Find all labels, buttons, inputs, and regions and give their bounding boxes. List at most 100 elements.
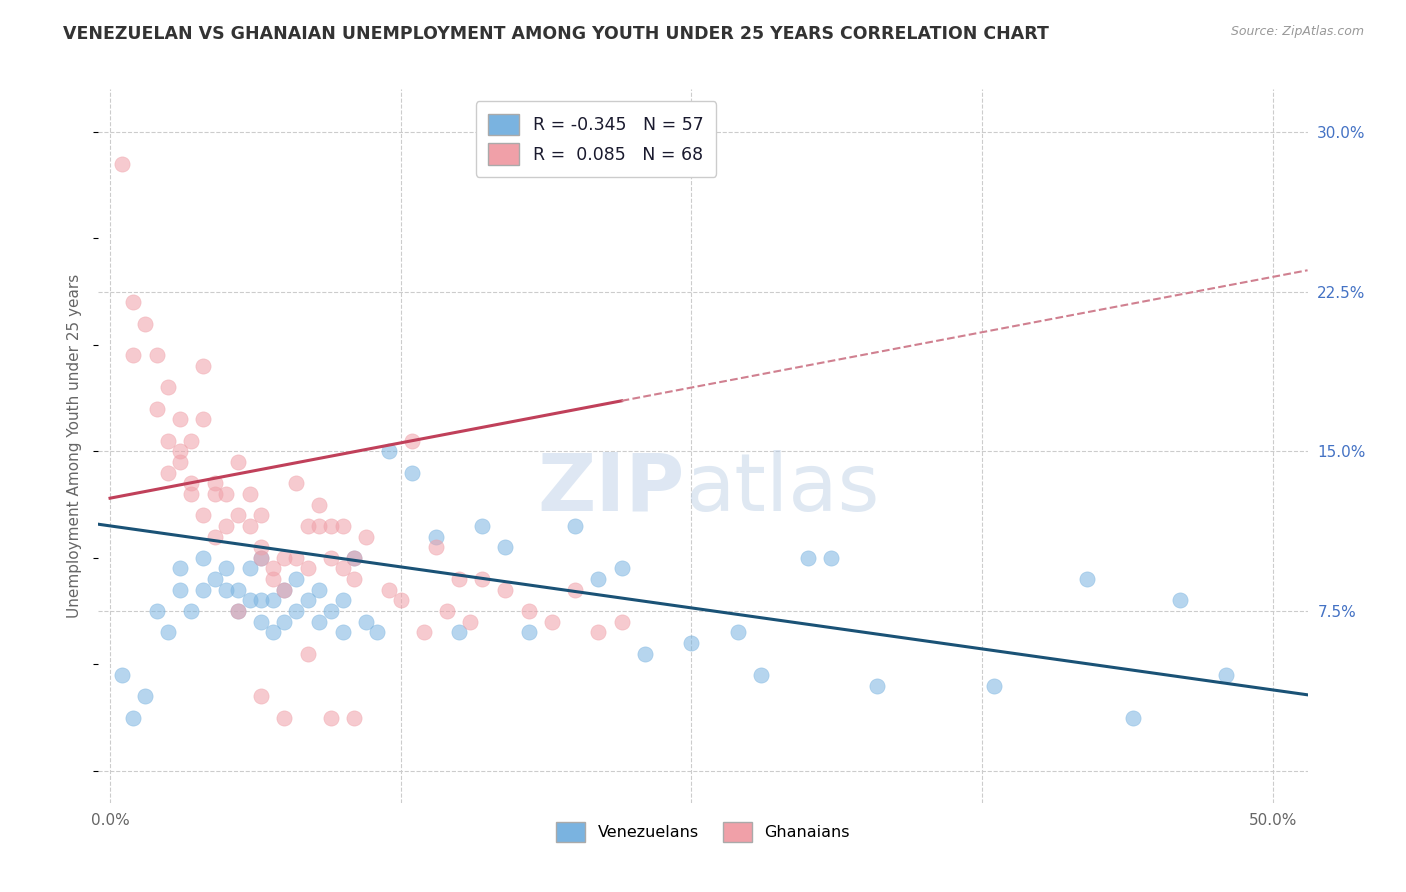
Point — [122, 710, 145, 724]
Point — [354, 529, 377, 543]
Point — [169, 455, 191, 469]
Point — [111, 668, 134, 682]
Point — [343, 550, 366, 565]
Point — [262, 572, 284, 586]
Point — [215, 561, 238, 575]
Text: ZIP: ZIP — [537, 450, 685, 528]
Point — [319, 550, 342, 565]
Point — [401, 466, 423, 480]
Point — [145, 401, 167, 416]
Point — [157, 380, 180, 394]
Text: Source: ZipAtlas.com: Source: ZipAtlas.com — [1230, 25, 1364, 38]
Point — [157, 625, 180, 640]
Point — [378, 582, 401, 597]
Point — [820, 550, 842, 565]
Point — [540, 615, 562, 629]
Point — [180, 604, 202, 618]
Text: VENEZUELAN VS GHANAIAN UNEMPLOYMENT AMONG YOUTH UNDER 25 YEARS CORRELATION CHART: VENEZUELAN VS GHANAIAN UNEMPLOYMENT AMON… — [63, 25, 1049, 43]
Point — [1168, 593, 1191, 607]
Point — [308, 498, 330, 512]
Point — [250, 615, 273, 629]
Point — [588, 625, 610, 640]
Point — [169, 561, 191, 575]
Point — [308, 582, 330, 597]
Point — [215, 582, 238, 597]
Point — [180, 476, 202, 491]
Point — [460, 615, 482, 629]
Legend: Venezuelans, Ghanaians: Venezuelans, Ghanaians — [550, 816, 856, 848]
Point — [471, 572, 494, 586]
Point — [517, 604, 540, 618]
Point — [332, 519, 354, 533]
Point — [319, 710, 342, 724]
Point — [727, 625, 749, 640]
Point — [250, 690, 273, 704]
Point — [262, 561, 284, 575]
Text: atlas: atlas — [685, 450, 879, 528]
Point — [191, 412, 214, 426]
Point — [273, 710, 295, 724]
Point — [285, 604, 308, 618]
Point — [749, 668, 772, 682]
Point — [332, 561, 354, 575]
Point — [401, 434, 423, 448]
Point — [1215, 668, 1237, 682]
Point — [191, 359, 214, 373]
Point — [145, 604, 167, 618]
Point — [215, 487, 238, 501]
Point — [204, 487, 226, 501]
Point — [169, 444, 191, 458]
Point — [796, 550, 818, 565]
Point — [226, 582, 249, 597]
Point — [134, 690, 156, 704]
Point — [588, 572, 610, 586]
Point — [332, 593, 354, 607]
Point — [204, 572, 226, 586]
Point — [378, 444, 401, 458]
Point — [239, 519, 262, 533]
Y-axis label: Unemployment Among Youth under 25 years: Unemployment Among Youth under 25 years — [67, 274, 83, 618]
Point — [983, 679, 1005, 693]
Point — [308, 519, 330, 533]
Point — [273, 582, 295, 597]
Point — [297, 561, 319, 575]
Point — [239, 487, 262, 501]
Point — [494, 540, 516, 554]
Point — [226, 455, 249, 469]
Point — [564, 519, 586, 533]
Point — [111, 157, 134, 171]
Point — [285, 550, 308, 565]
Point — [250, 550, 273, 565]
Point — [866, 679, 889, 693]
Point — [1122, 710, 1144, 724]
Point — [250, 550, 273, 565]
Point — [308, 615, 330, 629]
Point — [226, 508, 249, 523]
Point — [319, 519, 342, 533]
Point — [634, 647, 657, 661]
Point — [191, 582, 214, 597]
Point — [134, 317, 156, 331]
Point — [273, 550, 295, 565]
Point — [343, 710, 366, 724]
Point — [250, 508, 273, 523]
Point — [169, 582, 191, 597]
Point — [239, 593, 262, 607]
Point — [425, 529, 447, 543]
Point — [145, 349, 167, 363]
Point — [157, 434, 180, 448]
Point — [169, 412, 191, 426]
Point — [343, 550, 366, 565]
Point — [297, 519, 319, 533]
Point — [250, 593, 273, 607]
Point — [425, 540, 447, 554]
Point — [447, 572, 470, 586]
Point — [413, 625, 436, 640]
Point — [366, 625, 388, 640]
Point — [204, 529, 226, 543]
Point — [297, 647, 319, 661]
Point — [262, 593, 284, 607]
Point — [436, 604, 458, 618]
Point — [681, 636, 703, 650]
Point — [447, 625, 470, 640]
